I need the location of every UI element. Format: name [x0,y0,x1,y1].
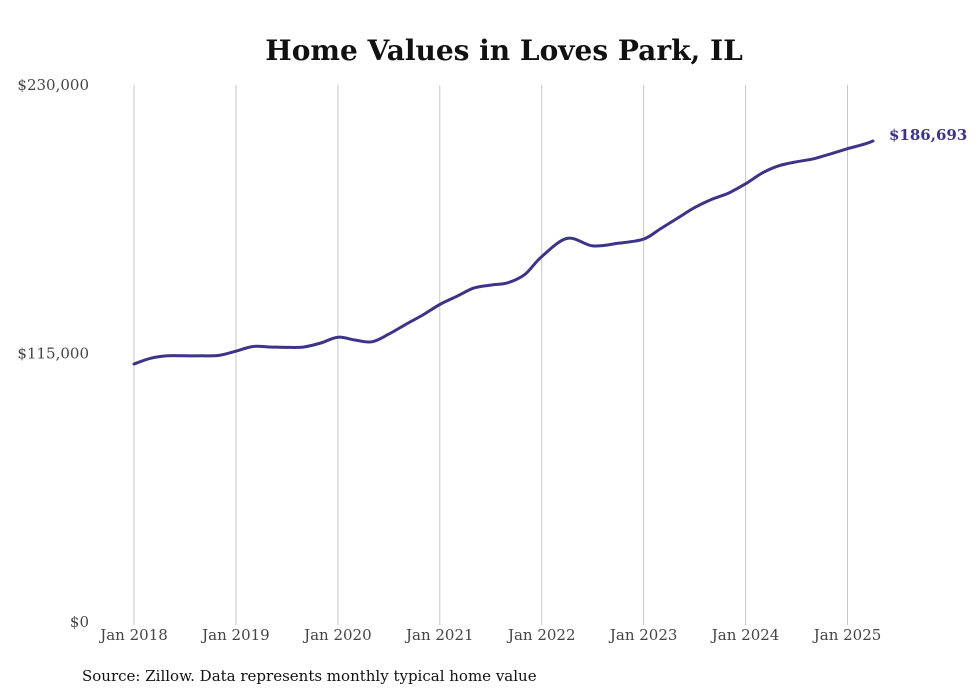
y-axis-ticks: $0 $115,000 $230,000 [17,76,89,631]
chart-title: Home Values in Loves Park, IL [265,34,743,67]
x-tick-label: Jan 2020 [302,626,372,644]
x-tick-label: Jan 2022 [506,626,576,644]
x-tick-label: Jan 2019 [200,626,270,644]
x-tick-label: Jan 2021 [404,626,474,644]
x-axis-ticks: Jan 2018 Jan 2019 Jan 2020 Jan 2021 Jan 2022… [98,626,881,644]
line-chart: Home Values in Loves Park, IL $0 $115,000… [17,34,967,644]
source-note: Source: Zillow. Data represents monthly … [82,667,537,685]
gridlines [133,85,849,625]
series-line-layer [132,139,875,366]
x-tick-label: Jan 2023 [608,626,678,644]
y-tick-label: $0 [70,613,89,631]
x-tick-label: Jan 2018 [98,626,168,644]
y-tick-label: $115,000 [17,345,89,363]
x-tick-label: Jan 2025 [812,626,882,644]
series-line-home-value [132,139,875,366]
y-tick-label: $230,000 [17,76,89,94]
x-tick-label: Jan 2024 [710,626,780,644]
end-value-label: $186,693 [889,126,967,144]
